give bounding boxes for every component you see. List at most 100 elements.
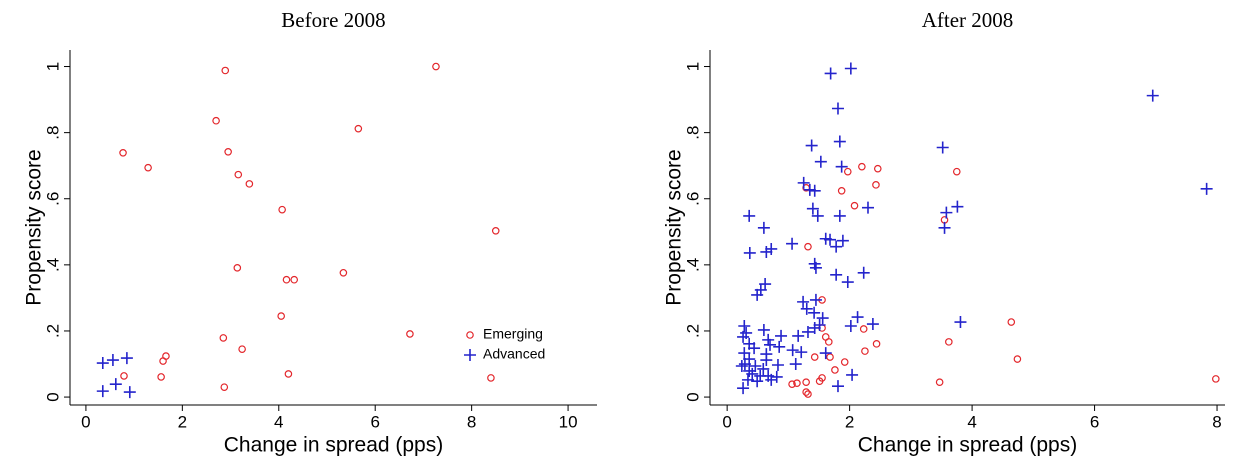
point [843,167,852,176]
point [277,312,285,320]
point [119,148,127,157]
point [738,347,751,360]
point [757,362,770,375]
point [808,306,821,319]
point [945,338,953,346]
point [1200,182,1213,195]
point [234,170,243,179]
y-tick-label: .8 [43,126,62,140]
point [159,357,167,365]
point [764,338,777,351]
x-tick-label: 6 [370,412,379,431]
x-tick-label: 10 [559,412,578,431]
legend-marker [466,331,474,339]
legend-label: Emerging [483,326,543,342]
point [859,325,868,333]
point [120,372,128,380]
point [748,342,761,355]
point [491,227,500,235]
x-tick-label: 6 [1090,412,1099,431]
legend-label: Advanced [483,346,545,362]
x-tick-label: 4 [274,412,283,431]
point [757,323,770,336]
point [840,358,849,366]
point [290,275,299,284]
point [872,340,881,348]
point [1212,375,1220,383]
point [935,378,944,386]
point [858,162,866,171]
point [952,167,961,176]
x-tick-label: 8 [467,412,476,431]
point [749,359,762,372]
y-tick-label: .4 [43,258,62,272]
point [144,163,152,172]
point [810,353,819,361]
point [737,382,750,395]
point [814,155,827,168]
point [757,221,770,234]
point [833,135,846,148]
point [844,320,857,333]
y-tick-label: .8 [683,126,702,140]
y-tick-label: .2 [683,324,702,338]
point [284,370,293,378]
point [954,316,967,329]
point [788,380,796,388]
point [861,201,874,214]
point [841,276,854,289]
point [872,181,880,189]
point [224,148,232,156]
point [844,62,857,75]
point [795,346,808,359]
point [938,221,951,234]
x-tick-label: 0 [81,412,90,431]
y-axis-label: Propensity score [663,149,686,305]
point [219,334,228,342]
y-tick-label: .4 [683,258,702,272]
point [797,176,810,189]
y-tick-label: 0 [43,392,62,401]
point [802,388,810,396]
point [851,311,864,324]
point [811,209,824,222]
point [824,233,837,246]
point [406,330,414,338]
point [830,240,843,253]
x-tick-label: 2 [178,412,187,431]
point [846,368,859,381]
point [1013,355,1022,363]
point [1146,89,1159,102]
y-tick-label: .6 [683,192,702,206]
point [824,67,837,80]
point [833,209,846,222]
point [765,373,778,386]
point [123,386,136,399]
point [743,246,756,259]
point [816,312,829,325]
point [339,268,348,277]
point [801,325,814,338]
point [800,302,813,315]
point [857,266,870,279]
point [951,200,964,213]
point [802,378,810,386]
point [120,352,133,365]
point [808,184,821,197]
x-tick-label: 0 [722,412,731,431]
point [157,373,165,381]
x-axis-label: Change in spread (pps) [224,434,443,457]
point [824,338,833,346]
point [803,183,816,196]
panel-title: Before 2008 [281,8,385,32]
x-tick-label: 4 [967,412,976,431]
point [735,359,748,372]
point [245,180,254,188]
point [936,141,949,154]
point [238,345,246,353]
point [432,62,440,71]
point [792,329,805,342]
point [831,102,844,115]
point [786,344,799,357]
